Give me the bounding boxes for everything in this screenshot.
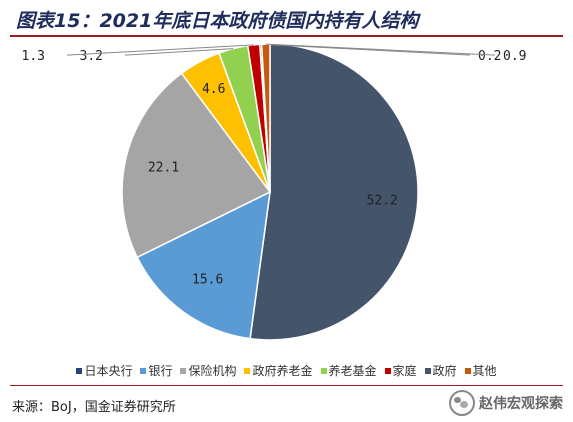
title-divider	[10, 35, 563, 37]
wechat-icon	[449, 390, 475, 416]
watermark-text: 赵伟宏观探索	[479, 396, 563, 412]
legend-item: 其他	[464, 362, 497, 379]
pie-slice	[249, 43, 419, 341]
legend-label: 银行	[148, 364, 173, 378]
legend-swatch	[180, 367, 187, 374]
slice-value-label: 1.3	[22, 49, 45, 64]
legend-item: 政府	[424, 362, 457, 379]
legend-item: 日本央行	[76, 362, 132, 379]
legend-swatch	[140, 367, 147, 374]
slice-leader-line	[125, 48, 234, 56]
pie-slice	[121, 72, 272, 259]
legend-label: 保险机构	[188, 364, 237, 378]
watermark: 赵伟宏观探索	[449, 390, 563, 416]
slice-value-label: 52.2	[367, 194, 398, 209]
legend-item: 养老基金	[320, 362, 377, 379]
slice-leader-line	[260, 43, 470, 56]
legend-item: 银行	[140, 362, 172, 379]
footer-divider	[10, 385, 563, 386]
slice-value-label: 0.2	[478, 49, 501, 64]
legend-swatch	[76, 367, 83, 374]
legend-label: 家庭	[392, 364, 417, 378]
legend-label: 养老基金	[328, 364, 377, 378]
pie-slice	[136, 190, 271, 340]
legend-swatch	[384, 367, 391, 374]
slice-leader-line	[67, 44, 254, 56]
chart-title: 图表15：2021年底日本政府债国内持有人结构	[16, 10, 419, 32]
legend-swatch	[424, 367, 431, 374]
legend-label: 日本央行	[84, 364, 133, 378]
slice-value-label: 0.9	[503, 49, 526, 64]
slice-leader-line	[265, 43, 495, 56]
legend-swatch	[244, 367, 251, 374]
legend-item: 保险机构	[180, 362, 236, 379]
legend-label: 其他	[472, 364, 497, 378]
slice-value-label: 3.2	[80, 49, 103, 64]
slice-value-label: 22.1	[148, 160, 179, 175]
legend-swatch	[320, 367, 327, 374]
legend-label: 政府	[432, 364, 457, 378]
chart-legend: 日本央行 银行 保险机构 政府养老金 养老基金 家庭 政府 其他	[0, 362, 573, 379]
slice-value-label: 4.6	[202, 82, 225, 97]
legend-item: 家庭	[384, 362, 417, 379]
legend-label: 政府养老金	[252, 364, 313, 378]
legend-swatch	[464, 367, 471, 374]
slice-value-label: 15.6	[192, 272, 223, 287]
source-note: 来源：BoJ，国金证券研究所	[12, 400, 176, 415]
legend-item: 政府养老金	[244, 362, 313, 379]
